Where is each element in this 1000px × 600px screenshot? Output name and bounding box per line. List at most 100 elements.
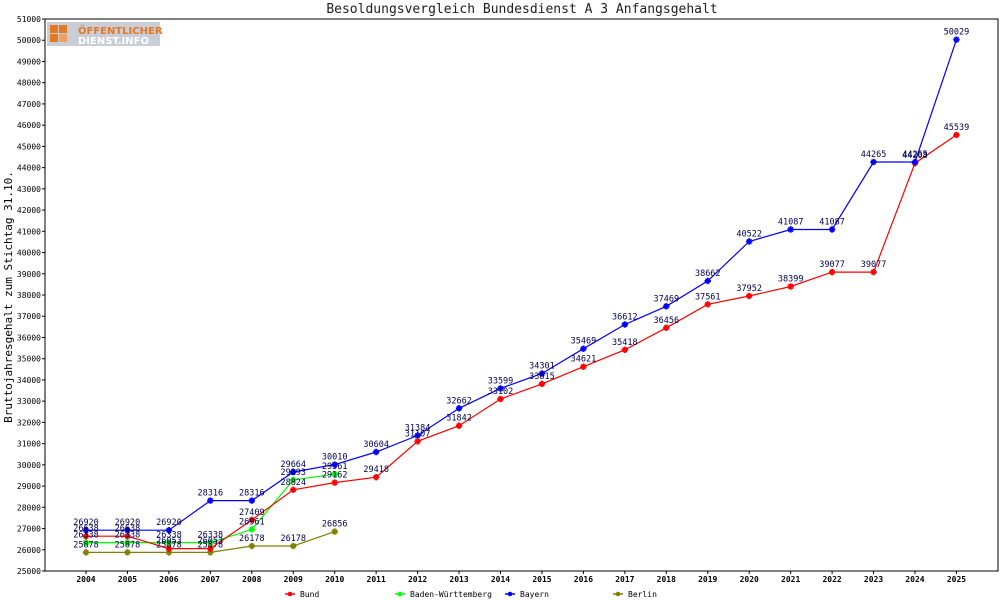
data-point [165, 539, 173, 546]
data-label: 44208 [902, 151, 928, 161]
data-point [497, 385, 504, 392]
y-tick-label: 41000 [17, 227, 41, 236]
data-point [663, 324, 670, 331]
legend-label: Bund [300, 590, 319, 599]
data-point [290, 486, 297, 494]
legend: Bund Baden-Württemberg Bayern Berlin [285, 590, 657, 599]
legend-item: Baden-Württemberg [395, 590, 492, 599]
data-point [290, 542, 297, 550]
data-point [331, 461, 338, 468]
data-point [621, 346, 629, 354]
y-tick-label: 46000 [17, 121, 41, 130]
legend-item: Berlin [613, 590, 657, 599]
data-point [82, 527, 90, 534]
x-tick-label: 2016 [574, 575, 593, 584]
data-label: 44265 [861, 150, 887, 160]
x-tick-label: 2009 [284, 575, 303, 584]
data-label: 26178 [280, 534, 306, 544]
y-tick-label: 27000 [17, 525, 41, 534]
data-point [580, 363, 587, 370]
data-point [787, 226, 794, 233]
y-tick-label: 35000 [17, 355, 41, 364]
y-tick-label: 45000 [17, 142, 41, 151]
x-tick-label: 2014 [491, 575, 510, 584]
data-label: 26338 [198, 531, 224, 541]
y-tick-label: 29000 [17, 482, 41, 491]
data-label: 41087 [819, 217, 845, 227]
y-tick-label: 40000 [17, 249, 41, 258]
legend-item: Bund [285, 590, 319, 599]
data-label: 26638 [73, 524, 99, 534]
series-baden-w-rttemberg [82, 470, 338, 546]
data-label: 36456 [654, 316, 680, 326]
data-point [953, 131, 960, 139]
data-label: 28316 [239, 489, 265, 499]
data-point [414, 432, 421, 439]
data-label: 26961 [239, 517, 265, 527]
data-point [331, 479, 338, 486]
data-point [331, 470, 338, 478]
data-label: 32662 [446, 396, 472, 406]
data-point [165, 527, 173, 534]
data-point [455, 422, 463, 429]
y-tick-label: 43000 [17, 185, 41, 194]
data-label: 31842 [446, 414, 472, 424]
data-point [828, 226, 836, 233]
data-label: 35418 [612, 338, 638, 348]
y-tick-label: 47000 [17, 100, 41, 109]
data-point [621, 321, 629, 328]
data-label: 38399 [778, 275, 804, 285]
data-point [82, 539, 90, 546]
x-axis: 2004 2005 2006 2007 2008 2009 2010 2011 2012 2013… [76, 571, 966, 584]
data-label: 25878 [156, 540, 182, 550]
series-berlin [82, 528, 338, 556]
series-bund [82, 131, 960, 552]
chart-title: Besoldungsvergleich Bundesdienst A 3 Anf… [326, 2, 717, 17]
data-label: 28824 [280, 478, 306, 488]
data-point [455, 405, 463, 412]
data-label: 38662 [695, 269, 721, 279]
x-tick-label: 2011 [367, 575, 386, 584]
data-labels-layer: 25878 25878 25878 25878 26178 26178 26856 26338… [73, 28, 969, 551]
data-label: 50029 [944, 28, 970, 38]
data-label: 29418 [363, 465, 389, 475]
x-tick-label: 2015 [532, 575, 551, 584]
data-label: 26920 [115, 518, 141, 528]
data-point [248, 516, 255, 524]
x-tick-label: 2012 [408, 575, 427, 584]
series-line [86, 39, 958, 531]
data-point [248, 497, 255, 504]
data-label: 31107 [405, 429, 431, 439]
data-point [870, 158, 877, 166]
logo-emblem-icon [50, 25, 67, 42]
x-tick-label: 2022 [822, 575, 841, 584]
data-label: 26338 [73, 531, 99, 541]
x-tick-label: 2019 [698, 575, 717, 584]
data-point [248, 542, 255, 550]
data-label: 33815 [529, 372, 555, 382]
legend-marker [507, 591, 513, 597]
data-point [787, 283, 794, 290]
x-tick-label: 2020 [740, 575, 759, 584]
data-label: 26856 [322, 520, 348, 530]
y-axis-label: Bruttojahresgehalt zum Stichtag 31.10. [2, 171, 15, 423]
data-label: 40522 [736, 229, 762, 239]
data-point [538, 370, 546, 377]
data-label: 26178 [239, 534, 265, 544]
logo-line-1: ÖFFENTLICHER [78, 23, 163, 37]
site-logo: ÖFFENTLICHER DIENST.INFO [47, 22, 163, 47]
data-point [372, 448, 380, 456]
x-tick-label: 2018 [657, 575, 676, 584]
x-tick-label: 2025 [947, 575, 966, 584]
legend-label: Berlin [628, 590, 657, 599]
series-line [86, 134, 957, 550]
data-point [248, 526, 255, 533]
data-label: 44265 [902, 150, 928, 160]
legend-marker [615, 591, 621, 597]
x-tick-label: 2007 [201, 575, 220, 584]
data-label: 26638 [115, 524, 141, 534]
data-label: 45539 [944, 123, 970, 133]
series-layer [82, 36, 960, 556]
data-point [165, 545, 173, 552]
